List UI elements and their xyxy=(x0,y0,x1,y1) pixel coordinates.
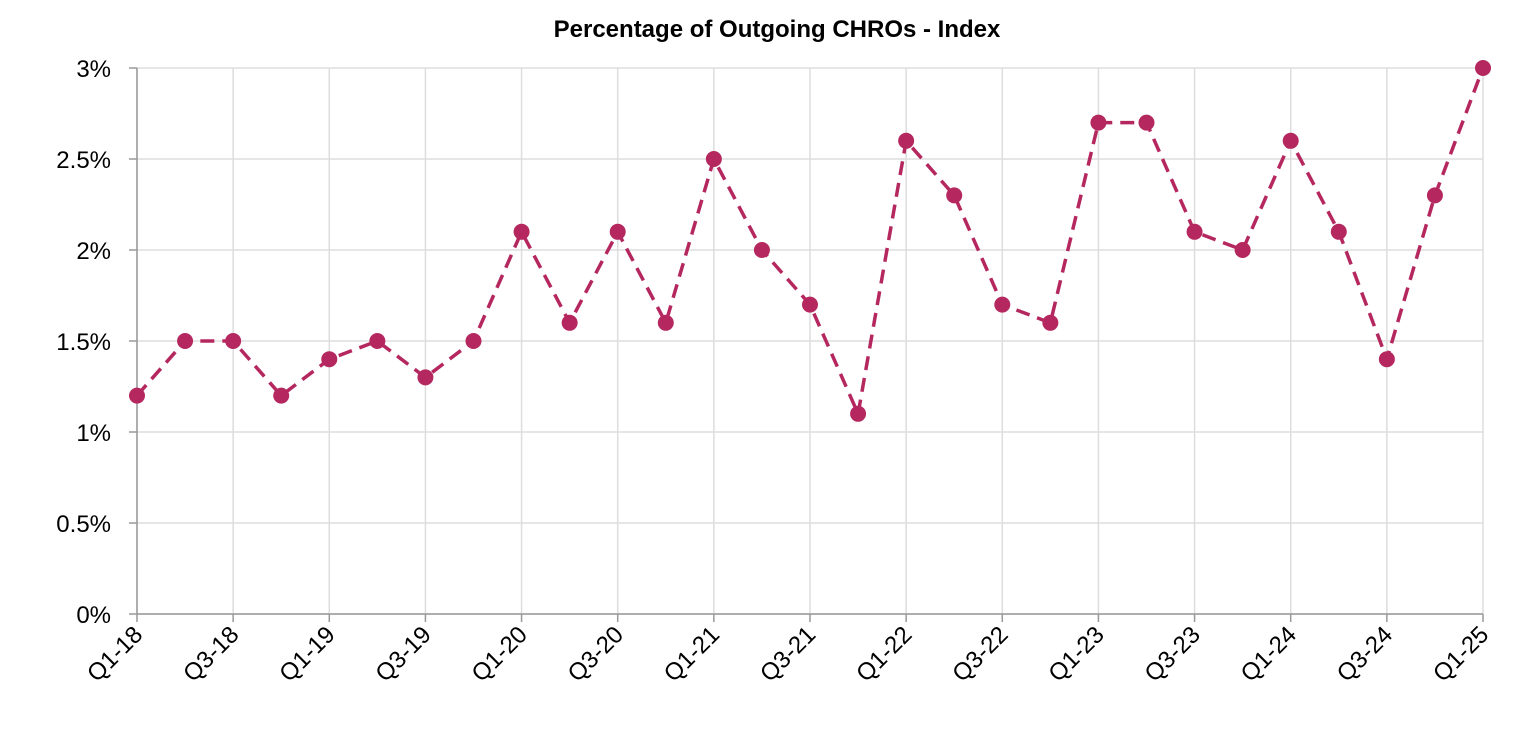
data-point xyxy=(369,333,386,349)
axes xyxy=(129,67,1484,622)
data-point xyxy=(1090,114,1107,131)
data-point xyxy=(898,132,915,149)
y-tick-label: 0.5% xyxy=(56,511,111,538)
y-tick-label: 1% xyxy=(76,420,111,447)
tick-labels: 0% 0.5% 1% 1.5% 2% 2.5% 3% Q1-18 Q3-18 Q1-19 Q3-19… xyxy=(56,56,1494,687)
x-tick-label: Q3-22 xyxy=(947,621,1013,687)
data-point xyxy=(1042,314,1059,331)
data-point xyxy=(1330,223,1347,240)
data-point xyxy=(1186,223,1203,240)
data-point xyxy=(802,296,818,313)
x-tick-label: Q3-20 xyxy=(563,621,629,687)
x-tick-label: Q1-22 xyxy=(851,621,917,687)
x-tick-label: Q1-21 xyxy=(659,621,725,687)
data-point xyxy=(1138,114,1155,131)
x-tick-label: Q1-18 xyxy=(82,621,148,687)
data-point xyxy=(850,405,867,422)
data-point xyxy=(1426,187,1443,204)
data-point xyxy=(1282,132,1299,149)
data-point xyxy=(994,296,1011,313)
x-tick-label: Q3-23 xyxy=(1140,621,1206,687)
x-tick-label: Q1-24 xyxy=(1236,621,1302,687)
x-tick-label: Q3-21 xyxy=(755,621,821,687)
y-tick-label: 1.5% xyxy=(56,329,111,356)
x-tick-label: Q3-24 xyxy=(1332,621,1398,687)
data-point xyxy=(177,333,194,349)
data-point xyxy=(225,333,242,349)
data-point xyxy=(753,242,770,258)
x-tick-label: Q3-19 xyxy=(370,621,436,687)
data-point xyxy=(273,387,290,404)
data-point xyxy=(609,223,626,240)
x-tick-label: Q1-19 xyxy=(274,621,340,687)
series xyxy=(129,60,1491,422)
data-point xyxy=(705,151,722,167)
y-tick-label: 2% xyxy=(76,238,111,265)
chart-title: Percentage of Outgoing CHROs - Index xyxy=(554,16,1001,43)
y-tick-label: 2.5% xyxy=(56,147,111,174)
x-tick-label: Q1-20 xyxy=(467,621,533,687)
data-point xyxy=(1234,242,1251,258)
data-point xyxy=(1475,60,1491,76)
x-tick-label: Q1-23 xyxy=(1043,621,1109,687)
y-tick-label: 3% xyxy=(76,56,111,83)
data-point xyxy=(465,333,482,349)
data-point xyxy=(657,314,674,331)
x-tick-label: Q1-25 xyxy=(1428,621,1494,687)
data-point xyxy=(321,351,338,368)
data-point xyxy=(561,314,578,331)
y-tick-label: 0% xyxy=(76,602,111,629)
data-point xyxy=(946,187,963,204)
data-point xyxy=(417,369,434,386)
x-tick-label: Q3-18 xyxy=(178,621,244,687)
data-point xyxy=(129,387,145,404)
data-point xyxy=(1378,351,1395,368)
data-point xyxy=(513,223,530,240)
grid xyxy=(136,67,1484,615)
